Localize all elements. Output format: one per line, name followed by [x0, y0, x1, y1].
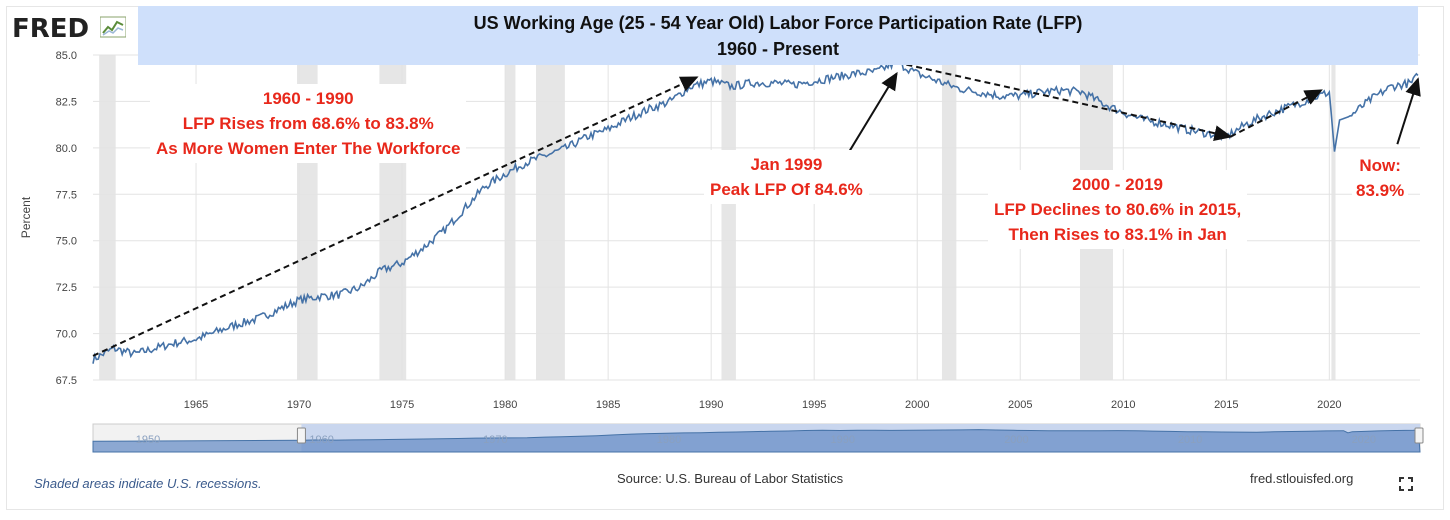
recession-band: [505, 55, 516, 380]
callout-arrow: [1396, 77, 1421, 145]
title-banner: US Working Age (25 - 54 Year Old) Labor …: [138, 6, 1418, 65]
annotation-line: Now:: [1359, 156, 1401, 175]
annotation-now: Now: 83.9%: [1352, 151, 1409, 205]
x-tick-label: 1970: [287, 399, 311, 411]
navigator-label: 2000: [1004, 434, 1028, 446]
trend-arrow: [92, 76, 699, 357]
x-tick-label: 1995: [802, 399, 826, 411]
navigator-handle[interactable]: [296, 427, 306, 444]
annotation-line: Then Rises to 83.1% in Jan: [1008, 225, 1227, 244]
y-tick-label: 80.0: [56, 143, 77, 155]
navigator-label: 1950: [136, 434, 160, 446]
fred-graph-icon: [100, 16, 126, 38]
chart-title: US Working Age (25 - 54 Year Old) Labor …: [473, 13, 1083, 33]
annotation-line: Jan 1999: [750, 155, 823, 174]
callout-arrow: [848, 71, 898, 153]
navigator-label: 1970: [483, 434, 507, 446]
navigator-label: 2010: [1178, 434, 1202, 446]
recession-band: [536, 55, 565, 380]
x-tick-label: 1985: [596, 399, 620, 411]
recession-band: [941, 55, 957, 380]
trend-arrow: [896, 61, 1233, 142]
annotation-line: 83.9%: [1356, 181, 1405, 200]
source-note: Source: U.S. Bureau of Labor Statistics: [617, 471, 844, 486]
recession-band: [99, 55, 116, 380]
recession-note: Shaded areas indicate U.S. recessions.: [34, 476, 262, 491]
site-link[interactable]: fred.stlouisfed.org: [1250, 471, 1354, 486]
y-tick-label: 85.0: [56, 50, 77, 62]
y-tick-label: 67.5: [56, 375, 77, 387]
chart-subtitle: 1960 - Present: [716, 39, 840, 59]
y-tick-label: 70.0: [56, 329, 77, 341]
annotation-peak-1999: Jan 1999 Peak LFP Of 84.6%: [704, 150, 869, 204]
fullscreen-icon[interactable]: [1398, 476, 1414, 492]
navigator-label: 1990: [831, 434, 855, 446]
y-tick-label: 75.0: [56, 236, 77, 248]
annotation-line: 1960 - 1990: [262, 89, 354, 108]
x-tick-label: 2015: [1214, 399, 1238, 411]
x-tick-label: 2000: [905, 399, 929, 411]
x-tick-label: 1965: [184, 399, 208, 411]
navigator-label: 1960: [309, 434, 333, 446]
x-tick-label: 1975: [390, 399, 414, 411]
y-tick-label: 72.5: [56, 282, 77, 294]
y-tick-label: 82.5: [56, 96, 77, 108]
annotation-2000-2019: 2000 - 2019 LFP Declines to 80.6% in 201…: [988, 170, 1248, 249]
navigator-label: 1980: [657, 434, 681, 446]
trend-arrow: [1229, 89, 1323, 138]
x-tick-label: 1980: [493, 399, 517, 411]
y-tick-label: 77.5: [56, 189, 77, 201]
annotation-line: LFP Rises from 68.6% to 83.8%: [182, 114, 434, 133]
x-tick-label: 1990: [699, 399, 723, 411]
navigator-area: [92, 429, 1421, 453]
annotation-line: 2000 - 2019: [1072, 175, 1163, 194]
annotation-1960-1990: 1960 - 1990 LFP Rises from 68.6% to 83.8…: [150, 84, 467, 163]
lfp-series-line: [92, 58, 1419, 364]
y-axis-label: Percent: [19, 196, 33, 238]
x-tick-label: 2010: [1111, 399, 1135, 411]
x-tick-label: 2020: [1317, 399, 1341, 411]
annotation-line: As More Women Enter The Workforce: [156, 139, 461, 158]
navigator-handle[interactable]: [1414, 427, 1424, 444]
annotation-line: LFP Declines to 80.6% in 2015,: [994, 200, 1242, 219]
fred-logo[interactable]: FRED: [12, 14, 90, 44]
recession-band: [1331, 55, 1336, 380]
annotation-line: Peak LFP Of 84.6%: [710, 180, 863, 199]
x-tick-label: 2005: [1008, 399, 1032, 411]
navigator-label: 2020: [1352, 434, 1376, 446]
recession-band: [721, 55, 736, 380]
